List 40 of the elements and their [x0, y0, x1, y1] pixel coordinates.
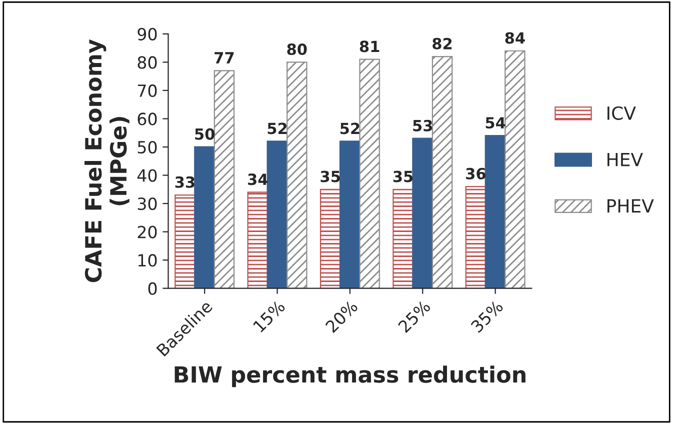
data-label: 52 [268, 122, 287, 134]
data-label: 80 [287, 44, 307, 56]
data-label: 54 [486, 117, 506, 129]
y-tick-label: 40 [137, 169, 157, 182]
legend-label: PHEV [608, 199, 654, 212]
legend-label: HEV [608, 152, 643, 166]
bar [504, 50, 526, 288]
bar [412, 138, 434, 288]
bar [465, 186, 486, 288]
data-label: 52 [340, 122, 360, 134]
bar [247, 192, 268, 288]
bar [194, 146, 216, 288]
data-label: 84 [505, 32, 525, 44]
bar [286, 62, 308, 288]
bar [432, 56, 453, 288]
bar [320, 188, 341, 288]
y-tick-label: 30 [138, 197, 157, 210]
data-label: 50 [195, 128, 214, 140]
data-label: 77 [214, 52, 234, 64]
bar [484, 134, 506, 288]
y-tick-label: 90 [138, 28, 157, 40]
bar [214, 70, 235, 288]
y-axis-title: CAFE Fuel Economy (MPGe) [84, 39, 130, 282]
y-tick-label: 10 [138, 254, 157, 267]
data-label: 81 [360, 40, 380, 52]
bar [266, 140, 288, 288]
y-tick-label: 60 [138, 112, 157, 126]
bar [392, 188, 414, 288]
y-tick-label: 80 [138, 56, 157, 69]
y-tick-label: 0 [148, 282, 157, 295]
legend-label: ICV [608, 106, 636, 120]
bar [174, 194, 196, 288]
bar [339, 140, 360, 288]
y-tick-label: 50 [138, 140, 157, 154]
x-axis-title: BIW percent mass reduction [174, 366, 526, 388]
data-label: 82 [432, 38, 452, 50]
y-tick-label: 70 [138, 84, 157, 98]
y-tick-label: 20 [138, 226, 157, 238]
bar [359, 58, 380, 288]
data-label: 53 [413, 120, 432, 132]
